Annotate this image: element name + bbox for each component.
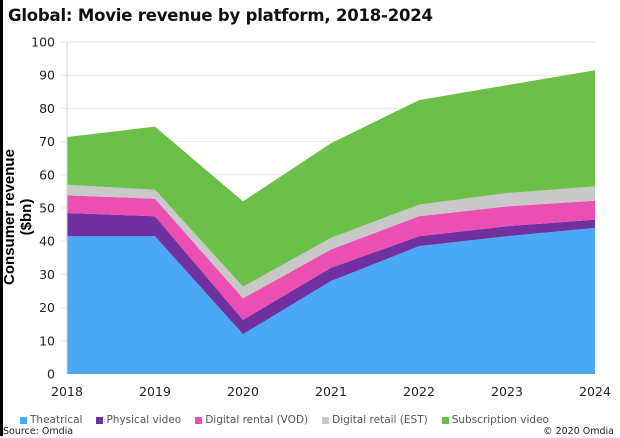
legend-item: Theatrical (20, 414, 82, 426)
copyright-note: © 2020 Omdia (543, 426, 614, 437)
legend-swatch (20, 416, 27, 424)
source-note: Source: Omdia (3, 426, 74, 437)
legend: Theatrical Physical video Digital rental (… (20, 414, 610, 426)
x-tick-label: 2024 (579, 384, 611, 399)
x-tick-label: 2018 (51, 384, 83, 399)
y-tick-label: 0 (47, 367, 55, 382)
chart-title: Global: Movie revenue by platform, 2018-… (8, 6, 433, 25)
legend-item: Physical video (96, 414, 181, 426)
legend-label: Theatrical (30, 414, 83, 426)
legend-item: Digital rental (VOD) (195, 414, 308, 426)
x-tick-label: 2020 (227, 384, 259, 399)
y-tick-label: 100 (31, 35, 55, 50)
legend-label: Physical video (106, 414, 182, 426)
x-axis: 2018 2019 2020 2021 2022 2023 2024 (51, 384, 611, 399)
legend-label: Subscription video (451, 414, 549, 426)
legend-item: Subscription video (441, 414, 549, 426)
x-tick-label: 2019 (139, 384, 171, 399)
legend-swatch (96, 416, 104, 424)
area-theatrical (67, 227, 595, 374)
y-tick-label: 20 (39, 300, 55, 315)
y-tick-label: 60 (39, 167, 55, 182)
x-tick-label: 2022 (403, 384, 435, 399)
area-digital-rental-vod (67, 195, 595, 320)
legend-label: Digital retail (EST) (332, 414, 428, 426)
y-tick-label: 10 (39, 333, 55, 348)
y-tick-label: 40 (39, 234, 55, 249)
x-tick-label: 2023 (491, 384, 523, 399)
legend-swatch (195, 416, 203, 424)
legend-swatch (322, 416, 330, 424)
y-axis: 0 10 20 30 40 50 60 70 80 90 100 (31, 35, 68, 382)
y-tick-label: 30 (39, 267, 55, 282)
x-tick-label: 2021 (315, 384, 347, 399)
legend-swatch (441, 416, 449, 424)
y-tick-label: 70 (39, 134, 55, 149)
stacked-areas (67, 70, 595, 374)
area-physical-video (67, 212, 595, 335)
legend-label: Digital rental (VOD) (205, 414, 309, 426)
legend-item: Digital retail (EST) (322, 414, 428, 426)
y-tick-label: 50 (39, 201, 55, 216)
area-digital-retail-est (67, 184, 595, 299)
area-subscription-video (67, 70, 595, 287)
y-tick-label: 90 (39, 68, 55, 83)
y-tick-label: 80 (39, 101, 55, 116)
